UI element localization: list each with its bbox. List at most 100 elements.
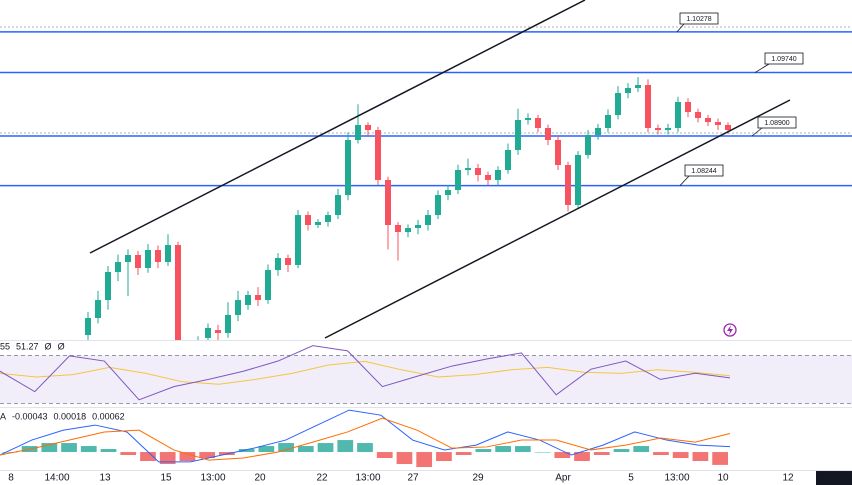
channel-lower (324, 99, 791, 339)
candle-body (375, 130, 381, 180)
macd-legend: A (0, 411, 6, 421)
rsi-legend: 55 (0, 341, 10, 351)
candle-body (275, 258, 281, 271)
macd-histogram-bar (317, 443, 334, 453)
macd-histogram-bar (672, 452, 689, 459)
x-tick-label: 27 (407, 473, 419, 484)
candle-body (665, 127, 671, 131)
candle-body (325, 215, 331, 222)
x-tick-label: 13 (99, 473, 111, 484)
candle-body (155, 250, 161, 263)
candle-body (175, 245, 181, 340)
macd-histogram-bar (653, 452, 669, 456)
candle-body (305, 215, 311, 226)
candle-body (365, 124, 371, 131)
candle-body (215, 330, 221, 333)
candle-body (205, 327, 211, 338)
candle-body (115, 262, 121, 272)
rsi-legend: Ø (45, 341, 52, 351)
macd-histogram-bar (337, 440, 354, 453)
candle-body (385, 179, 391, 226)
candle-body (225, 314, 231, 333)
candle-body (625, 88, 631, 94)
macd-histogram-bar (376, 452, 393, 459)
candle-body (475, 168, 481, 175)
candle-body (635, 85, 641, 89)
channel-upper (89, 0, 586, 254)
callout-line (679, 175, 690, 186)
candle-body (235, 300, 241, 315)
macd-histogram-bar (475, 449, 492, 453)
candle-body (405, 228, 411, 233)
macd-legend: -0.00043 (12, 411, 48, 421)
candle-body (695, 111, 701, 119)
macd-histogram-bar (159, 452, 176, 465)
macd-histogram-bar (495, 446, 511, 453)
x-tick-label: 29 (472, 473, 484, 484)
callout-line (754, 63, 770, 73)
candle-body (555, 140, 561, 166)
macd-histogram-bar (692, 452, 709, 462)
macd-histogram-bar (712, 452, 728, 465)
candle-body (95, 300, 101, 319)
level-label: 1.08244 (691, 168, 716, 175)
macd-histogram-bar (80, 446, 97, 453)
macd-histogram-bar (2, 452, 18, 453)
candle-body (165, 245, 171, 263)
callout-line (676, 23, 685, 33)
macd-legend: 0.00018 (54, 411, 87, 421)
rsi-band (0, 355, 852, 404)
macd-histogram-bar (593, 452, 610, 456)
rsi-ma-line (0, 360, 731, 385)
macd-histogram-bar (396, 452, 413, 465)
candle-body (705, 118, 711, 123)
x-tick-label: 20 (254, 473, 266, 484)
candle-body (485, 174, 491, 180)
level-label: 1.09740 (771, 56, 796, 63)
macd-histogram-bar (534, 452, 551, 453)
x-tick-label: 13:00 (664, 473, 689, 484)
candle-body (415, 225, 421, 229)
x-tick-label: 15 (160, 473, 172, 484)
callout-box (679, 12, 719, 25)
candle-body (685, 102, 691, 112)
alert-bolt (727, 325, 733, 335)
callout-box (757, 116, 797, 129)
macd-histogram-bar (61, 443, 77, 453)
level-labels: 1.10278 1.09740 1.08900 1.08244 (676, 12, 804, 186)
macd-histogram-bar (100, 449, 117, 453)
macd-histogram-bar (258, 446, 275, 453)
candle-body (505, 149, 511, 170)
candle-body (655, 127, 661, 131)
candle-body (465, 168, 471, 170)
macd-histogram-bar (41, 443, 58, 453)
candle-body (355, 124, 361, 141)
candle-body (615, 93, 621, 115)
macd-histogram-bar (613, 449, 630, 453)
macd-histogram-bar (554, 452, 571, 459)
candles (85, 77, 731, 340)
candle-body (445, 190, 451, 196)
alert-icon[interactable] (723, 323, 737, 337)
rsi-legend: Ø (58, 341, 65, 351)
macd-histogram-bar (436, 452, 452, 462)
candle-body (105, 272, 111, 301)
candle-body (595, 127, 601, 136)
macd-histogram-bar (455, 452, 472, 456)
level-label: 1.08900 (764, 120, 789, 127)
candle-body (265, 270, 271, 301)
levels (0, 31, 852, 187)
candle-body (345, 140, 351, 196)
candle-body (145, 250, 151, 268)
candle-body (535, 118, 541, 128)
signal-line (0, 417, 731, 461)
candle-body (645, 85, 651, 128)
macd-histogram-bar (574, 452, 590, 462)
candle-body (455, 170, 461, 191)
macd-histogram-bar (140, 452, 156, 462)
x-tick-label: 13:00 (355, 473, 380, 484)
x-tick-label: 22 (316, 473, 328, 484)
candle-body (295, 215, 301, 265)
macd-histogram-bar (297, 446, 314, 453)
